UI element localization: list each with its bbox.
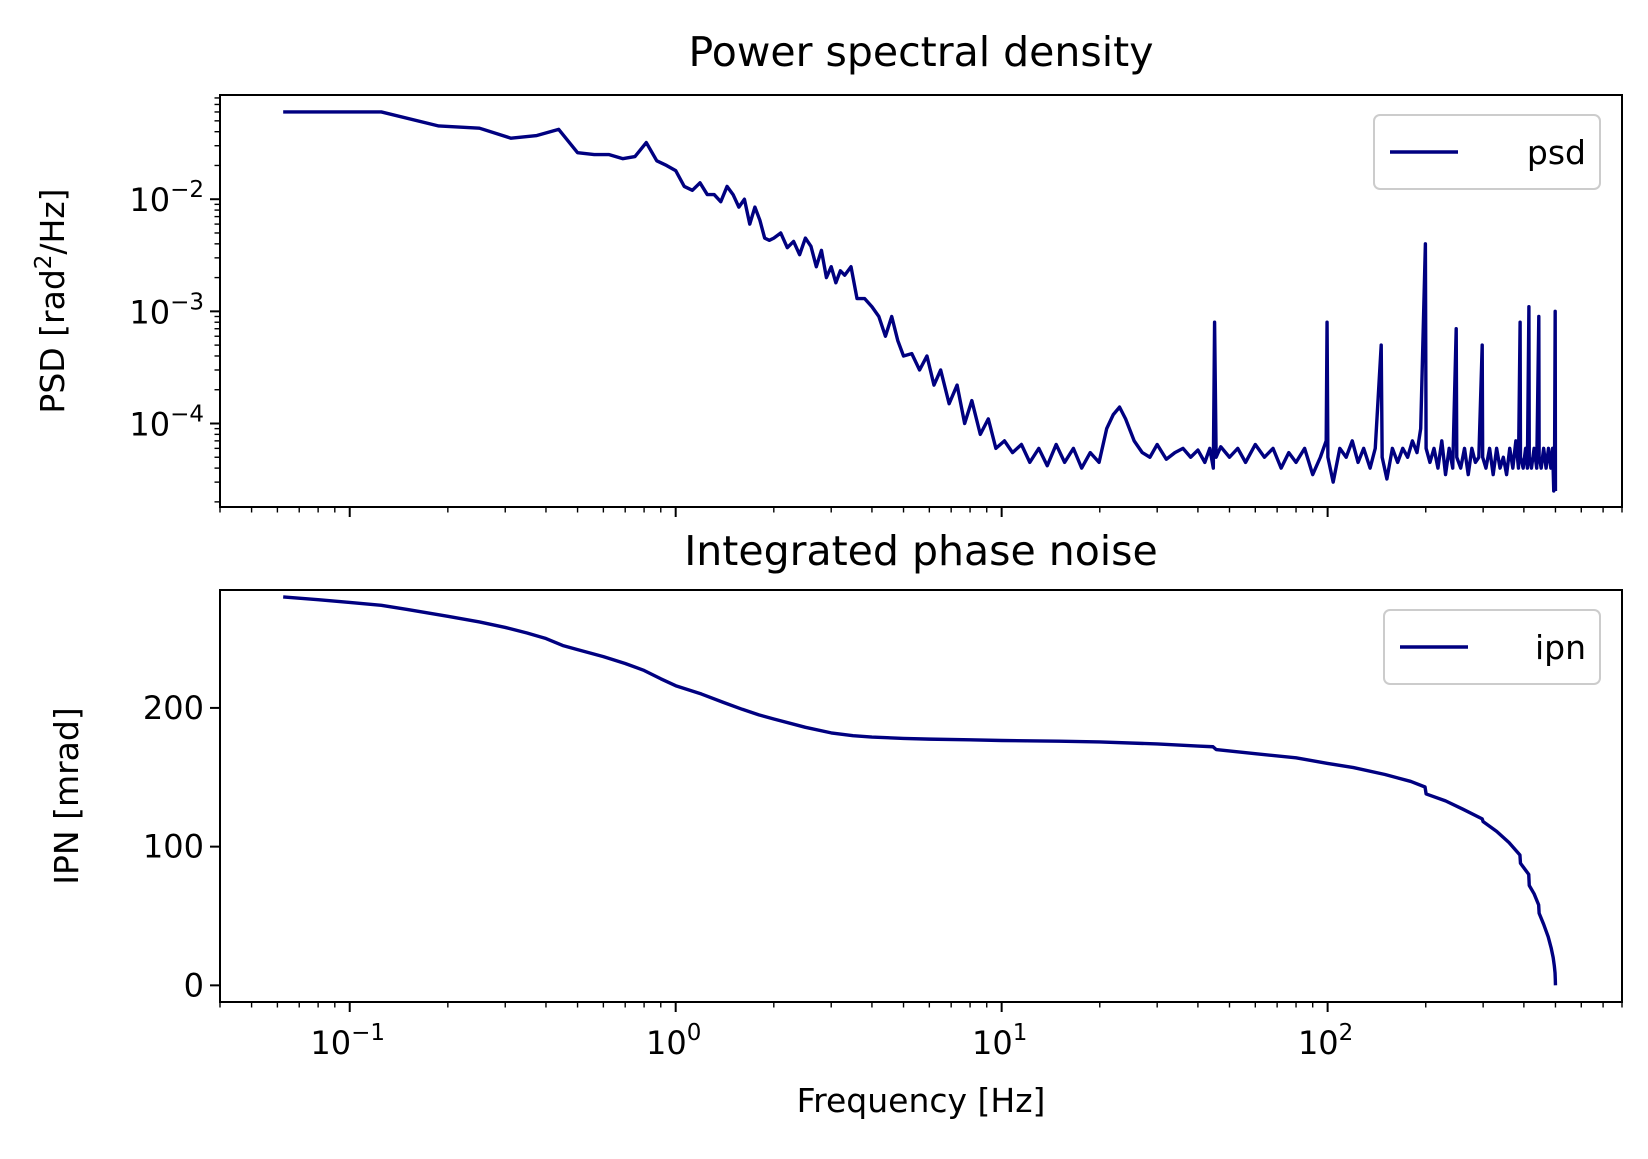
y-tick-label: 100 bbox=[143, 828, 204, 866]
y-tick-label: 10−2 bbox=[129, 177, 204, 219]
axes-frame bbox=[219, 589, 1623, 1003]
x-axis-label: Frequency [Hz] bbox=[797, 1081, 1046, 1120]
chart-title: Integrated phase noise bbox=[684, 527, 1158, 575]
legend-label: psd bbox=[1527, 133, 1586, 172]
series-line-ipn bbox=[283, 595, 1558, 986]
x-tick-label: 10−1 bbox=[310, 1020, 385, 1062]
x-tick-label: 102 bbox=[1298, 1020, 1353, 1062]
y-tick-label: 0 bbox=[184, 966, 204, 1004]
y-axis-label: IPN [mrad] bbox=[47, 707, 86, 884]
y-tick-label: 10−4 bbox=[129, 401, 204, 443]
y-tick-label: 200 bbox=[143, 689, 204, 727]
y-tick-label: 10−3 bbox=[129, 289, 204, 331]
chart-title: Power spectral density bbox=[689, 28, 1154, 76]
x-tick-label: 100 bbox=[646, 1020, 701, 1062]
y-axis-label: PSD [rad2/Hz] bbox=[31, 188, 72, 413]
legend-box bbox=[1383, 609, 1601, 685]
x-tick-label: 101 bbox=[972, 1020, 1027, 1062]
axes-frame bbox=[219, 94, 1623, 508]
psd-panel: Power spectral density 10−2 10−3 10−4 PSD [r… bbox=[31, 28, 1623, 517]
legend-label: ipn bbox=[1535, 628, 1586, 667]
ipn-panel: Integrated phase noise 10−1 100 101 102 0 100 2… bbox=[47, 527, 1623, 1120]
series-line-psd bbox=[283, 110, 1558, 493]
legend-box bbox=[1373, 114, 1601, 190]
